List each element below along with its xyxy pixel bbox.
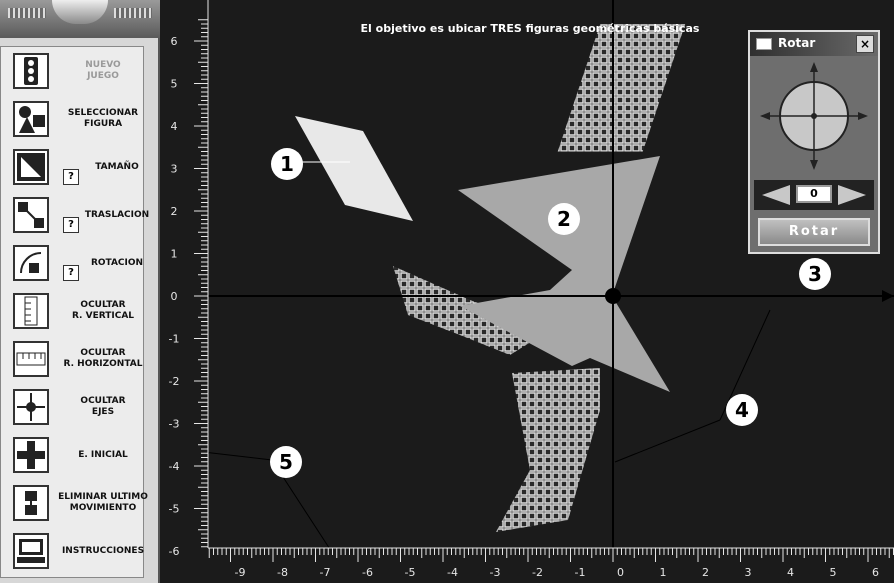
- menu-button-5[interactable]: OCULTAR R. VERTICAL: [9, 291, 147, 341]
- checker-figure-bottom[interactable]: [496, 368, 600, 532]
- menu-button-1[interactable]: SELECCIONAR FIGURA: [9, 99, 147, 149]
- decrease-angle-arrow-icon[interactable]: [762, 185, 790, 205]
- x-tick-label: -5: [405, 566, 416, 579]
- help-button[interactable]: ?: [63, 265, 79, 281]
- x-tick-label: 6: [872, 566, 879, 579]
- y-tick-label: -5: [169, 503, 180, 516]
- rotate-panel-titlebar: Rotar ×: [750, 32, 878, 56]
- menu-button-label: OCULTAR EJES: [80, 396, 126, 417]
- x-tick-label: 0: [617, 566, 624, 579]
- resize-icon[interactable]: [13, 149, 49, 185]
- angle-value[interactable]: 0: [796, 185, 832, 203]
- x-tick-label: -2: [532, 566, 543, 579]
- triangle-figure[interactable]: [458, 156, 670, 392]
- vertical-ruler-bg: [160, 0, 208, 583]
- menu-button-label: E. INICIAL: [78, 449, 128, 460]
- increase-angle-arrow-icon[interactable]: [838, 185, 866, 205]
- undo-icon[interactable]: [13, 485, 49, 521]
- x-tick-label: -8: [277, 566, 288, 579]
- rotate-panel: Rotar × 0 Rotar: [748, 30, 880, 254]
- menu-button-label: TRASLACION: [84, 209, 150, 220]
- rhombus-figure[interactable]: [295, 116, 413, 221]
- callout-3: 3: [799, 258, 831, 290]
- y-tick-label: 0: [171, 290, 178, 303]
- y-tick-label: 4: [171, 120, 178, 133]
- callout-1: 1: [271, 148, 303, 180]
- cartesian-plane[interactable]: 6 5 4 3 2 1 0 -1 -2 -3 -4 -5 -6 -9 -8 -7 -6 -5 -4 -3 -2 -1 0 1 2…: [160, 0, 894, 583]
- x-tick-label: -9: [235, 566, 246, 579]
- rotation-dial[interactable]: [758, 60, 870, 172]
- menu-button-label: OCULTAR R. VERTICAL: [71, 300, 135, 321]
- sidebar-notch: [52, 0, 108, 24]
- x-tick-label: 2: [702, 566, 709, 579]
- help-button[interactable]: ?: [63, 217, 79, 233]
- y-tick-label: 5: [171, 78, 178, 91]
- y-tick-label: 3: [171, 163, 178, 176]
- callout-2: 2: [548, 203, 580, 235]
- x-tick-label: -3: [490, 566, 501, 579]
- checker-figure-top[interactable]: [557, 24, 686, 152]
- close-button[interactable]: ×: [856, 35, 874, 53]
- vertical-ruler-icon[interactable]: [13, 293, 49, 329]
- angle-stepper: 0: [754, 180, 874, 210]
- horizontal-ruler-icon[interactable]: [13, 341, 49, 377]
- axes-icon[interactable]: [13, 389, 49, 425]
- x-tick-label: -1: [575, 566, 586, 579]
- puzzle-icon[interactable]: [13, 437, 49, 473]
- x-tick-label: 3: [745, 566, 752, 579]
- computer-icon[interactable]: [13, 533, 49, 569]
- traffic-light-icon[interactable]: [13, 53, 49, 89]
- sidebar-grip-right: [114, 8, 152, 18]
- menu-button-2[interactable]: ? TAMAÑO: [9, 147, 147, 197]
- y-tick-label: -2: [169, 375, 180, 388]
- window-icon: [756, 38, 772, 50]
- origin-point[interactable]: [605, 288, 621, 304]
- tool-menu: NUEVO JUEGO SELECCIONAR FIGURA? TAMAÑO? TRA…: [0, 46, 149, 581]
- y-tick-label: 1: [171, 248, 178, 261]
- menu-button-9[interactable]: ELIMINAR ULTIMO MOVIMIENTO: [9, 483, 148, 533]
- menu-button-label: ROTACION: [90, 257, 144, 268]
- menu-button-label: SELECCIONAR FIGURA: [67, 108, 139, 129]
- menu-button-8[interactable]: E. INICIAL: [9, 435, 147, 485]
- translate-icon[interactable]: [13, 197, 49, 233]
- menu-button-0[interactable]: NUEVO JUEGO: [9, 51, 147, 101]
- menu-button-7[interactable]: OCULTAR EJES: [9, 387, 147, 437]
- menu-button-3[interactable]: ? TRASLACION: [9, 195, 149, 245]
- shapes-icon[interactable]: [13, 101, 49, 137]
- y-tick-label: -6: [169, 545, 180, 558]
- rotate-button[interactable]: Rotar: [758, 218, 870, 246]
- callout-4-line-b: [614, 419, 721, 463]
- sidebar-header: [0, 0, 160, 38]
- menu-button-4[interactable]: ? ROTACION: [9, 243, 147, 293]
- y-tick-label: 2: [171, 205, 178, 218]
- y-tick-label: -4: [169, 460, 180, 473]
- x-tick-label: -7: [320, 566, 331, 579]
- menu-button-label: TAMAÑO: [95, 161, 139, 172]
- callout-4: 4: [726, 394, 758, 426]
- menu-button-label: NUEVO JUEGO: [85, 60, 121, 81]
- help-button[interactable]: ?: [63, 169, 79, 185]
- menu-button-label: INSTRUCCIONES: [61, 545, 145, 556]
- tool-sidebar: NUEVO JUEGO SELECCIONAR FIGURA? TAMAÑO? TRA…: [0, 0, 160, 583]
- menu-button-10[interactable]: INSTRUCCIONES: [9, 531, 147, 581]
- x-tick-label: 4: [787, 566, 794, 579]
- y-tick-label: 6: [171, 35, 178, 48]
- y-tick-label: -3: [169, 418, 180, 431]
- x-tick-label: -4: [447, 566, 458, 579]
- y-tick-label: -1: [169, 333, 180, 346]
- menu-button-label: OCULTAR R. HORIZONTAL: [63, 348, 143, 369]
- goal-text: El objetivo es ubicar TRES figuras geomé…: [360, 22, 700, 35]
- x-axis-arrow-icon: [882, 290, 894, 302]
- x-tick-label: 1: [660, 566, 667, 579]
- rotate-icon[interactable]: [13, 245, 49, 281]
- menu-button-6[interactable]: OCULTAR R. HORIZONTAL: [9, 339, 147, 389]
- menu-button-label: ELIMINAR ULTIMO MOVIMIENTO: [58, 492, 148, 513]
- callout-5: 5: [270, 446, 302, 478]
- x-tick-label: -6: [362, 566, 373, 579]
- horizontal-ruler-bg: [208, 548, 894, 583]
- x-tick-label: 5: [830, 566, 837, 579]
- sidebar-grip-left: [8, 8, 46, 18]
- rotate-panel-title: Rotar: [778, 36, 816, 50]
